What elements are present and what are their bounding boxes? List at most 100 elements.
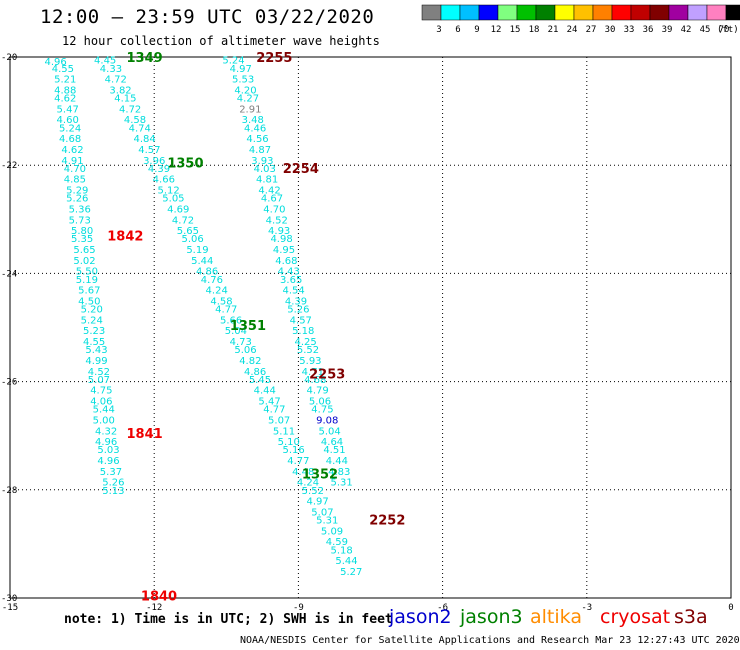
wave-height-label: 5.23 <box>83 326 105 337</box>
wave-height-label: 4.50 <box>78 296 100 307</box>
wave-height-label: 4.55 <box>83 337 105 348</box>
chart-title: 12:00 — 23:59 UTC 03/22/2020 <box>40 6 375 28</box>
legend-cryosat: cryosat <box>600 606 671 628</box>
wave-height-label: 4.67 <box>261 194 283 205</box>
plot-frame <box>9 56 732 599</box>
pass-number-label: 2255 <box>256 51 292 66</box>
wave-height-label: 5.06 <box>234 345 256 356</box>
y-tick-label: -22 <box>1 161 17 171</box>
wave-height-label: 4.85 <box>64 175 86 186</box>
wave-height-label: 5.31 <box>331 478 353 489</box>
colorbar-label: (ft) <box>717 25 739 35</box>
wave-height-label: 4.58 <box>210 296 232 307</box>
pass-number-label: 1842 <box>107 230 143 245</box>
wave-height-label: 4.87 <box>249 145 271 156</box>
wave-height-label: 4.51 <box>323 445 345 456</box>
wave-height-label: 5.47 <box>57 104 79 115</box>
pass-number-label: 1352 <box>302 468 338 483</box>
wave-height-label: 4.75 <box>311 405 333 416</box>
wave-height-label: 5.19 <box>76 275 98 286</box>
pass-number-label: 1351 <box>230 319 266 334</box>
x-tick-label: -3 <box>581 603 592 613</box>
pass-number-label: 2254 <box>283 162 319 177</box>
wave-height-label: 4.82 <box>239 356 261 367</box>
x-tick-label: -12 <box>146 603 162 613</box>
wave-height-label: 4.97 <box>306 497 328 508</box>
wave-height-label: 4.55 <box>52 64 74 75</box>
wave-height-label: 4.86 <box>196 267 218 278</box>
wave-height-label: 2.91 <box>239 104 261 115</box>
x-tick-label: -6 <box>437 603 448 613</box>
y-tick-label: -20 <box>1 53 17 63</box>
wave-height-label: 4.70 <box>64 164 86 175</box>
wave-height-label: 5.24 <box>222 56 244 67</box>
wave-height-label: 4.72 <box>105 75 127 86</box>
wave-height-label: 5.47 <box>258 397 280 408</box>
wave-height-label: 5.04 <box>225 326 247 337</box>
wave-height-label: 5.31 <box>316 516 338 527</box>
colorbar-label: 45 <box>700 25 711 35</box>
wave-height-label: 5.67 <box>78 286 100 297</box>
wave-height-label: 5.45 <box>249 375 271 386</box>
wave-height-label: 4.57 <box>138 145 160 156</box>
pass-number-label: 1841 <box>126 427 162 442</box>
wave-height-label: 4.68 <box>304 375 326 386</box>
wave-height-label: 5.21 <box>54 75 76 86</box>
wave-height-label: 4.97 <box>230 64 252 75</box>
wave-height-label: 4.45 <box>94 56 116 67</box>
legend-s3a: s3a <box>674 606 708 628</box>
wave-height-label: 4.24 <box>206 286 228 297</box>
colorbar-label: 39 <box>662 25 673 35</box>
wave-height-label: 4.33 <box>100 64 122 75</box>
wave-height-label: 4.96 <box>97 456 119 467</box>
wave-height-label: 4.83 <box>328 467 350 478</box>
colorbar-label: 30 <box>605 25 616 35</box>
wave-height-label: 4.52 <box>266 215 288 226</box>
colorbar-swatch <box>478 4 499 21</box>
wave-height-label: 4.72 <box>172 215 194 226</box>
wave-height-label: 5.10 <box>278 437 300 448</box>
wave-height-label: 5.37 <box>100 467 122 478</box>
wave-height-label: 4.43 <box>278 267 300 278</box>
colorbar-swatch <box>611 4 632 21</box>
wave-height-label: 4.56 <box>246 134 268 145</box>
wave-height-label: 4.98 <box>270 234 292 245</box>
legend-jason2: jason2 <box>389 606 452 628</box>
colorbar-swatch <box>421 4 442 21</box>
wave-height-label: 4.64 <box>321 437 343 448</box>
wave-height-label: 5.24 <box>59 123 81 134</box>
wave-height-label: 4.77 <box>287 456 309 467</box>
wave-height-label: 5.24 <box>81 315 103 326</box>
wave-height-label: 4.48 <box>292 467 314 478</box>
colorbar-swatch <box>516 4 537 21</box>
wave-height-label: 4.25 <box>294 337 316 348</box>
legend-altika: altika <box>530 606 582 628</box>
wave-height-label: 5.19 <box>186 245 208 256</box>
wave-height-label: 4.77 <box>215 305 237 316</box>
wave-height-label: 3.93 <box>251 156 273 167</box>
wave-height-label: 5.52 <box>302 486 324 497</box>
wave-height-label: 4.32 <box>95 426 117 437</box>
wave-height-label: 3.65 <box>280 275 302 286</box>
wave-height-label: 4.57 <box>290 315 312 326</box>
wave-height-label: 4.03 <box>254 164 276 175</box>
wave-height-label: 5.02 <box>73 256 95 267</box>
wave-height-label: 4.96 <box>95 437 117 448</box>
wave-height-label: 4.70 <box>263 204 285 215</box>
wave-height-label: 5.66 <box>220 315 242 326</box>
wave-height-label: 4.58 <box>124 115 146 126</box>
wave-height-label: 5.26 <box>66 194 88 205</box>
wave-height-label: 5.20 <box>81 305 103 316</box>
wave-height-label: 4.06 <box>90 397 112 408</box>
wave-height-label: 5.07 <box>311 507 333 518</box>
wave-height-label: 5.05 <box>162 194 184 205</box>
chart-subtitle: 12 hour collection of altimeter wave hei… <box>62 34 380 48</box>
wave-height-label: 5.93 <box>299 356 321 367</box>
pass-number-label: 2253 <box>309 367 345 382</box>
wave-height-label: 5.04 <box>319 426 341 437</box>
credit-line: NOAA/NESDIS Center for Satellite Applica… <box>240 635 740 646</box>
colorbar-swatch <box>649 4 670 21</box>
wave-height-label: 5.44 <box>191 256 213 267</box>
wave-height-label: 4.39 <box>148 164 170 175</box>
